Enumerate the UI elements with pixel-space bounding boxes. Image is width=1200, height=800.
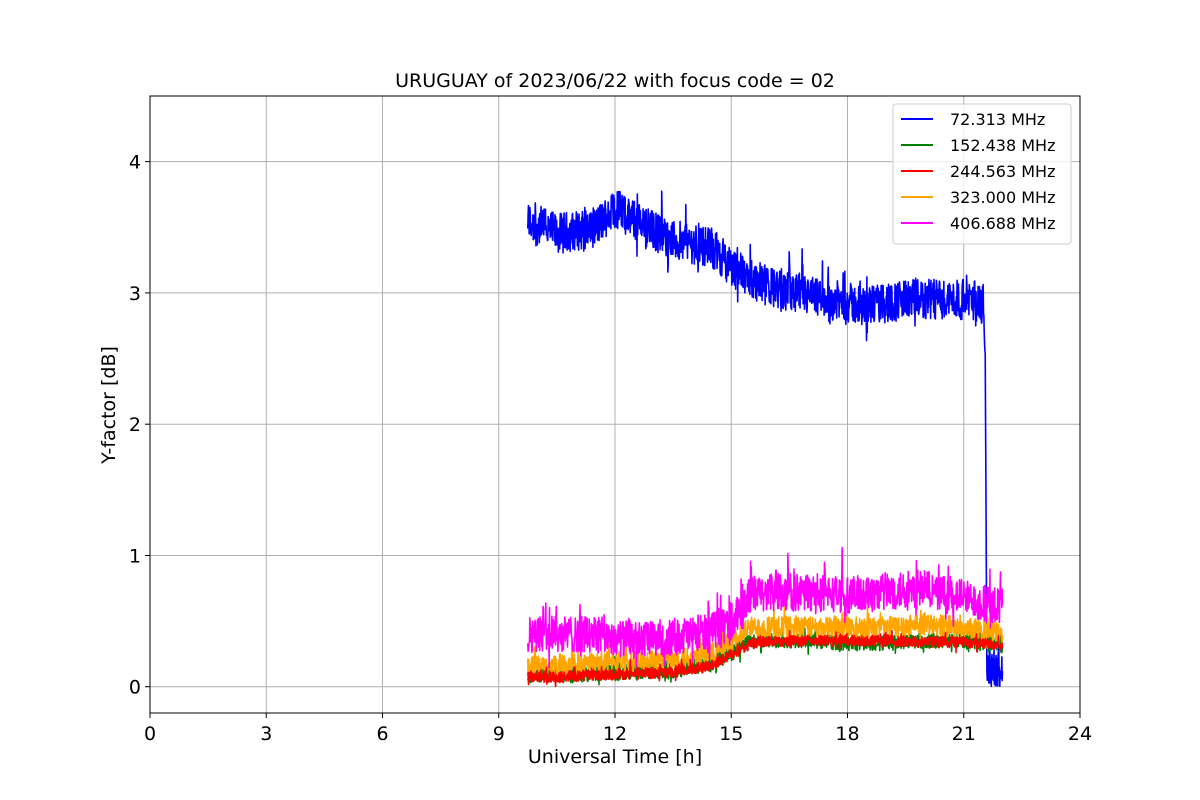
x-tick-label: 0 bbox=[144, 723, 156, 745]
legend-label: 152.438 MHz bbox=[950, 136, 1055, 155]
series-line bbox=[527, 546, 1004, 669]
x-tick-label: 6 bbox=[376, 723, 388, 745]
legend-box bbox=[892, 103, 1072, 245]
series-line bbox=[527, 190, 1004, 688]
x-tick-label: 12 bbox=[603, 723, 627, 745]
legend-label: 323.000 MHz bbox=[950, 188, 1055, 207]
x-tick-label: 3 bbox=[260, 723, 272, 745]
legend-label: 72.313 MHz bbox=[950, 110, 1045, 129]
legend-label: 244.563 MHz bbox=[950, 162, 1055, 181]
x-tick-label: 24 bbox=[1068, 723, 1092, 745]
y-tick-label: 2 bbox=[129, 414, 141, 436]
y-tick-label: 1 bbox=[129, 545, 141, 567]
y-tick-label: 4 bbox=[129, 152, 141, 174]
y-tick-label: 3 bbox=[129, 283, 141, 305]
x-tick-label: 21 bbox=[952, 723, 976, 745]
series-lines bbox=[527, 190, 1004, 688]
x-tick-label: 9 bbox=[493, 723, 505, 745]
legend-label: 406.688 MHz bbox=[950, 214, 1055, 233]
x-axis-label: Universal Time [h] bbox=[528, 746, 702, 768]
y-tick-label: 0 bbox=[129, 677, 141, 699]
x-tick-label: 18 bbox=[835, 723, 859, 745]
legend: 72.313 MHz 152.438 MHz 244.563 MHz 323.000 … bbox=[892, 103, 1072, 245]
y-axis-label: Y-factor [dB] bbox=[98, 346, 120, 465]
series-line bbox=[527, 602, 1004, 679]
x-tick-label: 15 bbox=[719, 723, 743, 745]
chart-title: URUGUAY of 2023/06/22 with focus code = … bbox=[395, 70, 835, 92]
series-line bbox=[527, 629, 1004, 688]
